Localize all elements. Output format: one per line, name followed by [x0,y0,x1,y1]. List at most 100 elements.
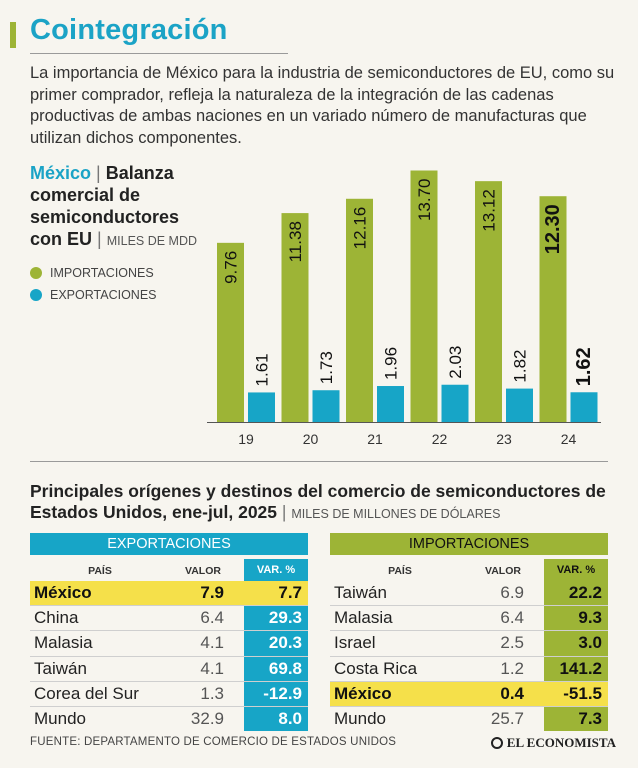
exports-cell-var: 8.0 [244,706,308,732]
exports-col-pais: PAÍS [88,565,112,577]
bar-chart: 9.76 1.61 19 11.38 1.73 20 12.16 1.96 21 13.70 2.0… [207,170,601,447]
exports-row: Mundo 32.9 8.0 [30,705,308,732]
exports-cell-pais: Corea del Sur [34,683,139,703]
intro-text: La importancia de México para la industr… [30,64,615,147]
exports-cell-var: 29.3 [244,606,308,631]
title-rule [30,53,288,54]
export-bar [441,384,469,422]
import-value-label: 13.70 [415,179,434,222]
export-bar [377,386,404,422]
exports-cell-pais: Mundo [34,709,86,729]
import-bar [410,170,438,422]
imports-row: Israel 2.5 3.0 [330,630,608,656]
imports-cell-valor: 2.5 [500,633,524,653]
legend-dot-exports [30,289,42,301]
x-tick-label: 20 [303,431,319,447]
tables-units: MILES DE MILLONES DE DÓLARES [291,507,501,521]
imports-cell-valor: 1.2 [500,658,524,678]
title-accent-bar [10,22,16,48]
exports-row: Malasia 4.1 20.3 [30,630,308,656]
import-bar [281,213,309,422]
imports-row: Taiwán 6.9 22.2 [330,581,608,606]
imports-row: Malasia 6.4 9.3 [330,605,608,631]
source-note: FUENTE: DEPARTAMENTO DE COMERCIO DE ESTA… [30,736,397,748]
exports-col-valor: VALOR [185,565,221,577]
imports-cell-valor: 25.7 [490,709,524,729]
exports-cell-valor: 6.4 [200,608,224,628]
chart-heading: México | Balanza comercial de semiconduc… [30,162,210,252]
imports-col-var: VAR. % [544,559,608,581]
exports-row: Corea del Sur 1.3 -12.9 [30,680,308,706]
page-title: Cointegración [30,14,228,46]
exports-cell-valor: 4.1 [200,633,224,653]
imports-col-pais: PAÍS [388,565,412,577]
exports-cell-pais: Taiwán [34,658,87,678]
exports-cell-var: 69.8 [244,656,308,681]
import-bar [475,181,502,422]
import-bar [539,196,567,422]
exports-cell-pais: China [34,608,79,628]
section-divider [30,461,608,462]
imports-cell-pais: Mundo [334,709,386,729]
export-bar [312,390,340,422]
export-value-label: 1.82 [511,349,530,382]
import-value-label: 12.16 [351,207,370,250]
legend-label-exports: EXPORTACIONES [50,288,157,302]
imports-col-valor: VALOR [485,565,521,577]
exports-col-headers: PAÍS VALOR VAR. % [30,555,308,581]
export-value-label: 1.96 [382,347,401,380]
x-tick-label: 21 [367,431,383,447]
imports-cell-var: 141.2 [544,656,608,681]
exports-row: Taiwán 4.1 69.8 [30,655,308,681]
exports-cell-valor: 7.9 [200,583,224,603]
x-tick-label: 24 [561,431,577,447]
chart-heading-title: Balanza comercial de semiconductores con… [30,163,180,249]
brand-logo: EL ECONOMISTA [490,735,616,751]
imports-cell-pais: Costa Rica [334,658,418,678]
imports-cell-pais: Malasia [334,608,393,628]
chart-units-sep: | [97,229,102,249]
exports-row: México 7.9 7.7 [30,581,308,606]
imports-rows: Taiwán 6.9 22.2 Malasia 6.4 9.3 Israel 2.5 3.0 Co… [330,581,608,732]
exports-cell-valor: 1.3 [200,683,224,703]
import-bar [217,242,244,422]
x-tick-label: 22 [432,431,448,447]
brand-icon [490,737,503,749]
imports-cell-pais: Taiwán [334,583,387,603]
chart-legend-block: México | Balanza comercial de semiconduc… [30,162,210,302]
import-value-label: 9.76 [222,251,241,284]
exports-row: China 6.4 29.3 [30,605,308,631]
imports-cell-valor: 6.4 [500,608,524,628]
imports-col-headers: PAÍS VALOR VAR. % [330,555,608,581]
legend-item-exports: EXPORTACIONES [30,288,210,302]
legend-item-imports: IMPORTACIONES [30,266,210,280]
imports-cell-var: 3.0 [544,631,608,656]
exports-cell-var: -12.9 [244,681,308,706]
import-value-label: 13.12 [480,189,499,232]
exports-cell-var: 20.3 [244,631,308,656]
chart-heading-country: México [30,163,92,183]
imports-row: Mundo 25.7 7.3 [330,705,608,732]
imports-heading: IMPORTACIONES [330,533,608,555]
x-tick-label: 23 [496,431,512,447]
imports-table: IMPORTACIONES PAÍS VALOR VAR. % Taiwán 6.… [330,533,608,732]
import-value-label: 12.30 [542,204,564,254]
imports-cell-valor: 0.4 [500,683,524,703]
chart-heading-sep: | [96,163,101,183]
tables-title-text: Principales orígenes y destinos del come… [30,481,606,522]
tables-title: Principales orígenes y destinos del come… [30,481,630,525]
imports-cell-valor: 6.9 [500,583,524,603]
export-bar [506,388,533,422]
legend-label-imports: IMPORTACIONES [50,266,154,280]
imports-cell-var: 22.2 [544,581,608,606]
imports-cell-var: 7.3 [544,706,608,732]
imports-row: Costa Rica 1.2 141.2 [330,655,608,681]
imports-cell-pais: Israel [334,633,376,653]
import-value-label: 11.38 [286,221,305,262]
legend-dot-imports [30,267,42,279]
export-bar [248,392,275,422]
exports-cell-valor: 32.9 [190,709,224,729]
imports-cell-var: 9.3 [544,606,608,631]
export-value-label: 1.73 [317,351,336,384]
exports-cell-pais: México [34,583,92,603]
